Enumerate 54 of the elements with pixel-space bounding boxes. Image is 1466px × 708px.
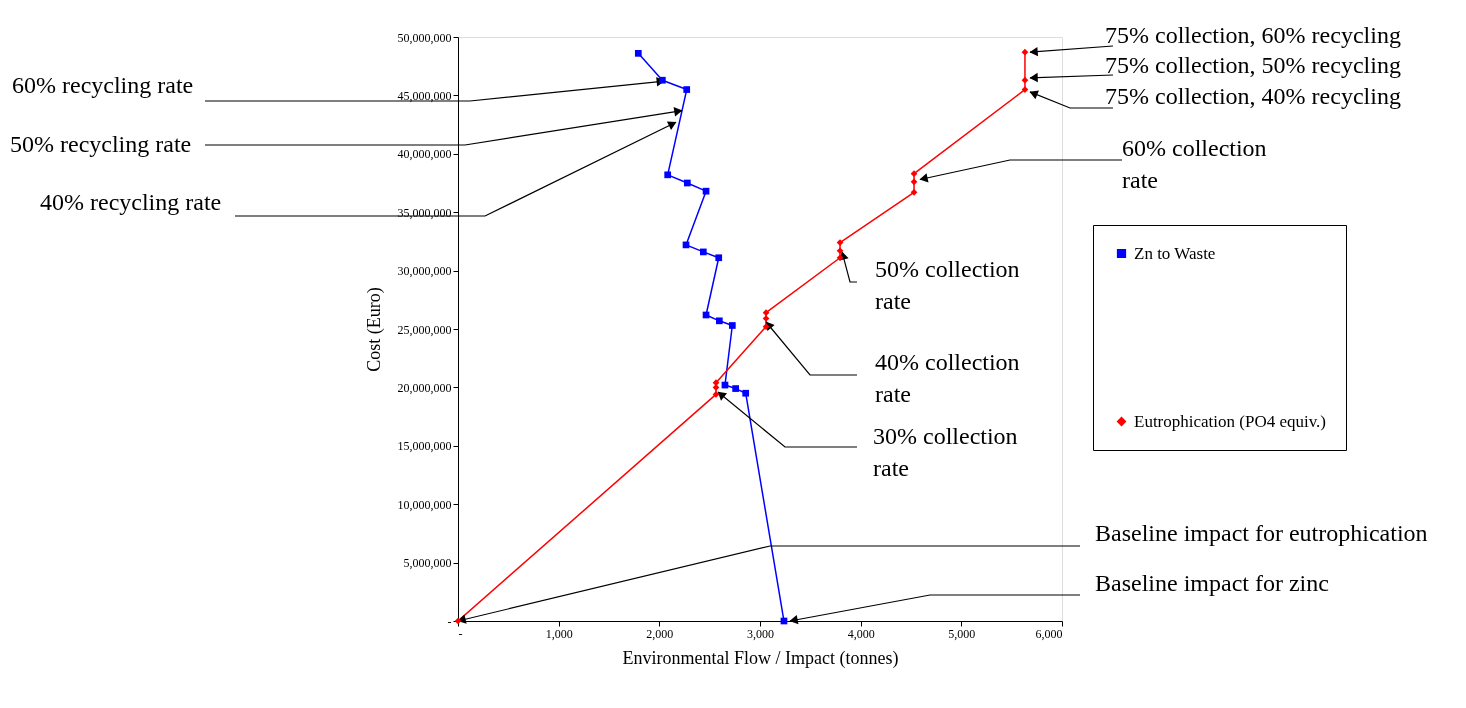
- point: [910, 178, 918, 186]
- annotation: 75% collection, 40% recycling: [1105, 83, 1401, 109]
- legend-label: Zn to Waste: [1134, 243, 1216, 263]
- annotation: Baseline impact for zinc: [1095, 570, 1329, 596]
- annotation: 60% collection rate: [1122, 135, 1267, 193]
- annotation: 40% recycling rate: [40, 189, 222, 215]
- point: [715, 254, 723, 262]
- annotation: 60% recycling rate: [12, 72, 194, 98]
- point: [742, 389, 750, 397]
- annotation: Baseline impact for eutrophication: [1095, 520, 1428, 546]
- y-tick-label: 40,000,000: [397, 147, 452, 162]
- y-tick-label: 45,000,000: [397, 88, 452, 103]
- annotation: 40% collection rate: [875, 349, 1020, 407]
- y-tick-label: -: [447, 614, 452, 629]
- y-tick-label: 20,000,000: [397, 380, 452, 395]
- y-tick-label: 25,000,000: [397, 322, 452, 337]
- annotation: 75% collection, 50% recycling: [1105, 52, 1401, 78]
- x-tick-label: 2,000: [646, 626, 674, 641]
- annotation: 75% collection, 60% recycling: [1105, 22, 1401, 48]
- x-tick-label: 5,000: [948, 626, 976, 641]
- point: [910, 170, 918, 178]
- y-tick-label: 15,000,000: [397, 439, 452, 454]
- point: [1021, 48, 1029, 56]
- y-tick-label: 30,000,000: [397, 264, 452, 279]
- point: [664, 171, 672, 179]
- point: [836, 254, 844, 262]
- point: [910, 188, 918, 196]
- point: [836, 247, 844, 255]
- point: [715, 317, 723, 325]
- y-axis-title: Cost (Euro): [363, 287, 385, 372]
- y-tick-label: 10,000,000: [397, 497, 452, 512]
- y-tick-label: 50,000,000: [397, 30, 452, 45]
- point: [1021, 76, 1029, 84]
- annotation: 50% collection rate: [875, 256, 1020, 314]
- point: [728, 322, 736, 329]
- x-tick-label: -: [458, 626, 463, 641]
- legend-label: Eutrophication (PO4 equiv.): [1134, 411, 1326, 431]
- annotation: 30% collection rate: [873, 423, 1018, 481]
- y-tick-label: 35,000,000: [397, 205, 452, 220]
- x-tick-label: 6,000: [1035, 626, 1063, 641]
- x-tick-label: 4,000: [847, 626, 875, 641]
- point: [702, 187, 710, 195]
- y-tick-label: 5,000,000: [403, 556, 452, 571]
- point: [683, 179, 691, 187]
- point: [732, 385, 739, 392]
- point: [699, 248, 707, 256]
- x-axis-title: Environmental Flow / Impact (tonnes): [622, 647, 899, 669]
- point: [683, 86, 691, 93]
- x-tick-label: 1,000: [545, 626, 573, 641]
- x-tick-label: 3,000: [747, 626, 774, 641]
- point: [762, 309, 770, 316]
- point: [762, 323, 770, 331]
- annotation: 50% recycling rate: [10, 131, 192, 157]
- point: [634, 50, 642, 57]
